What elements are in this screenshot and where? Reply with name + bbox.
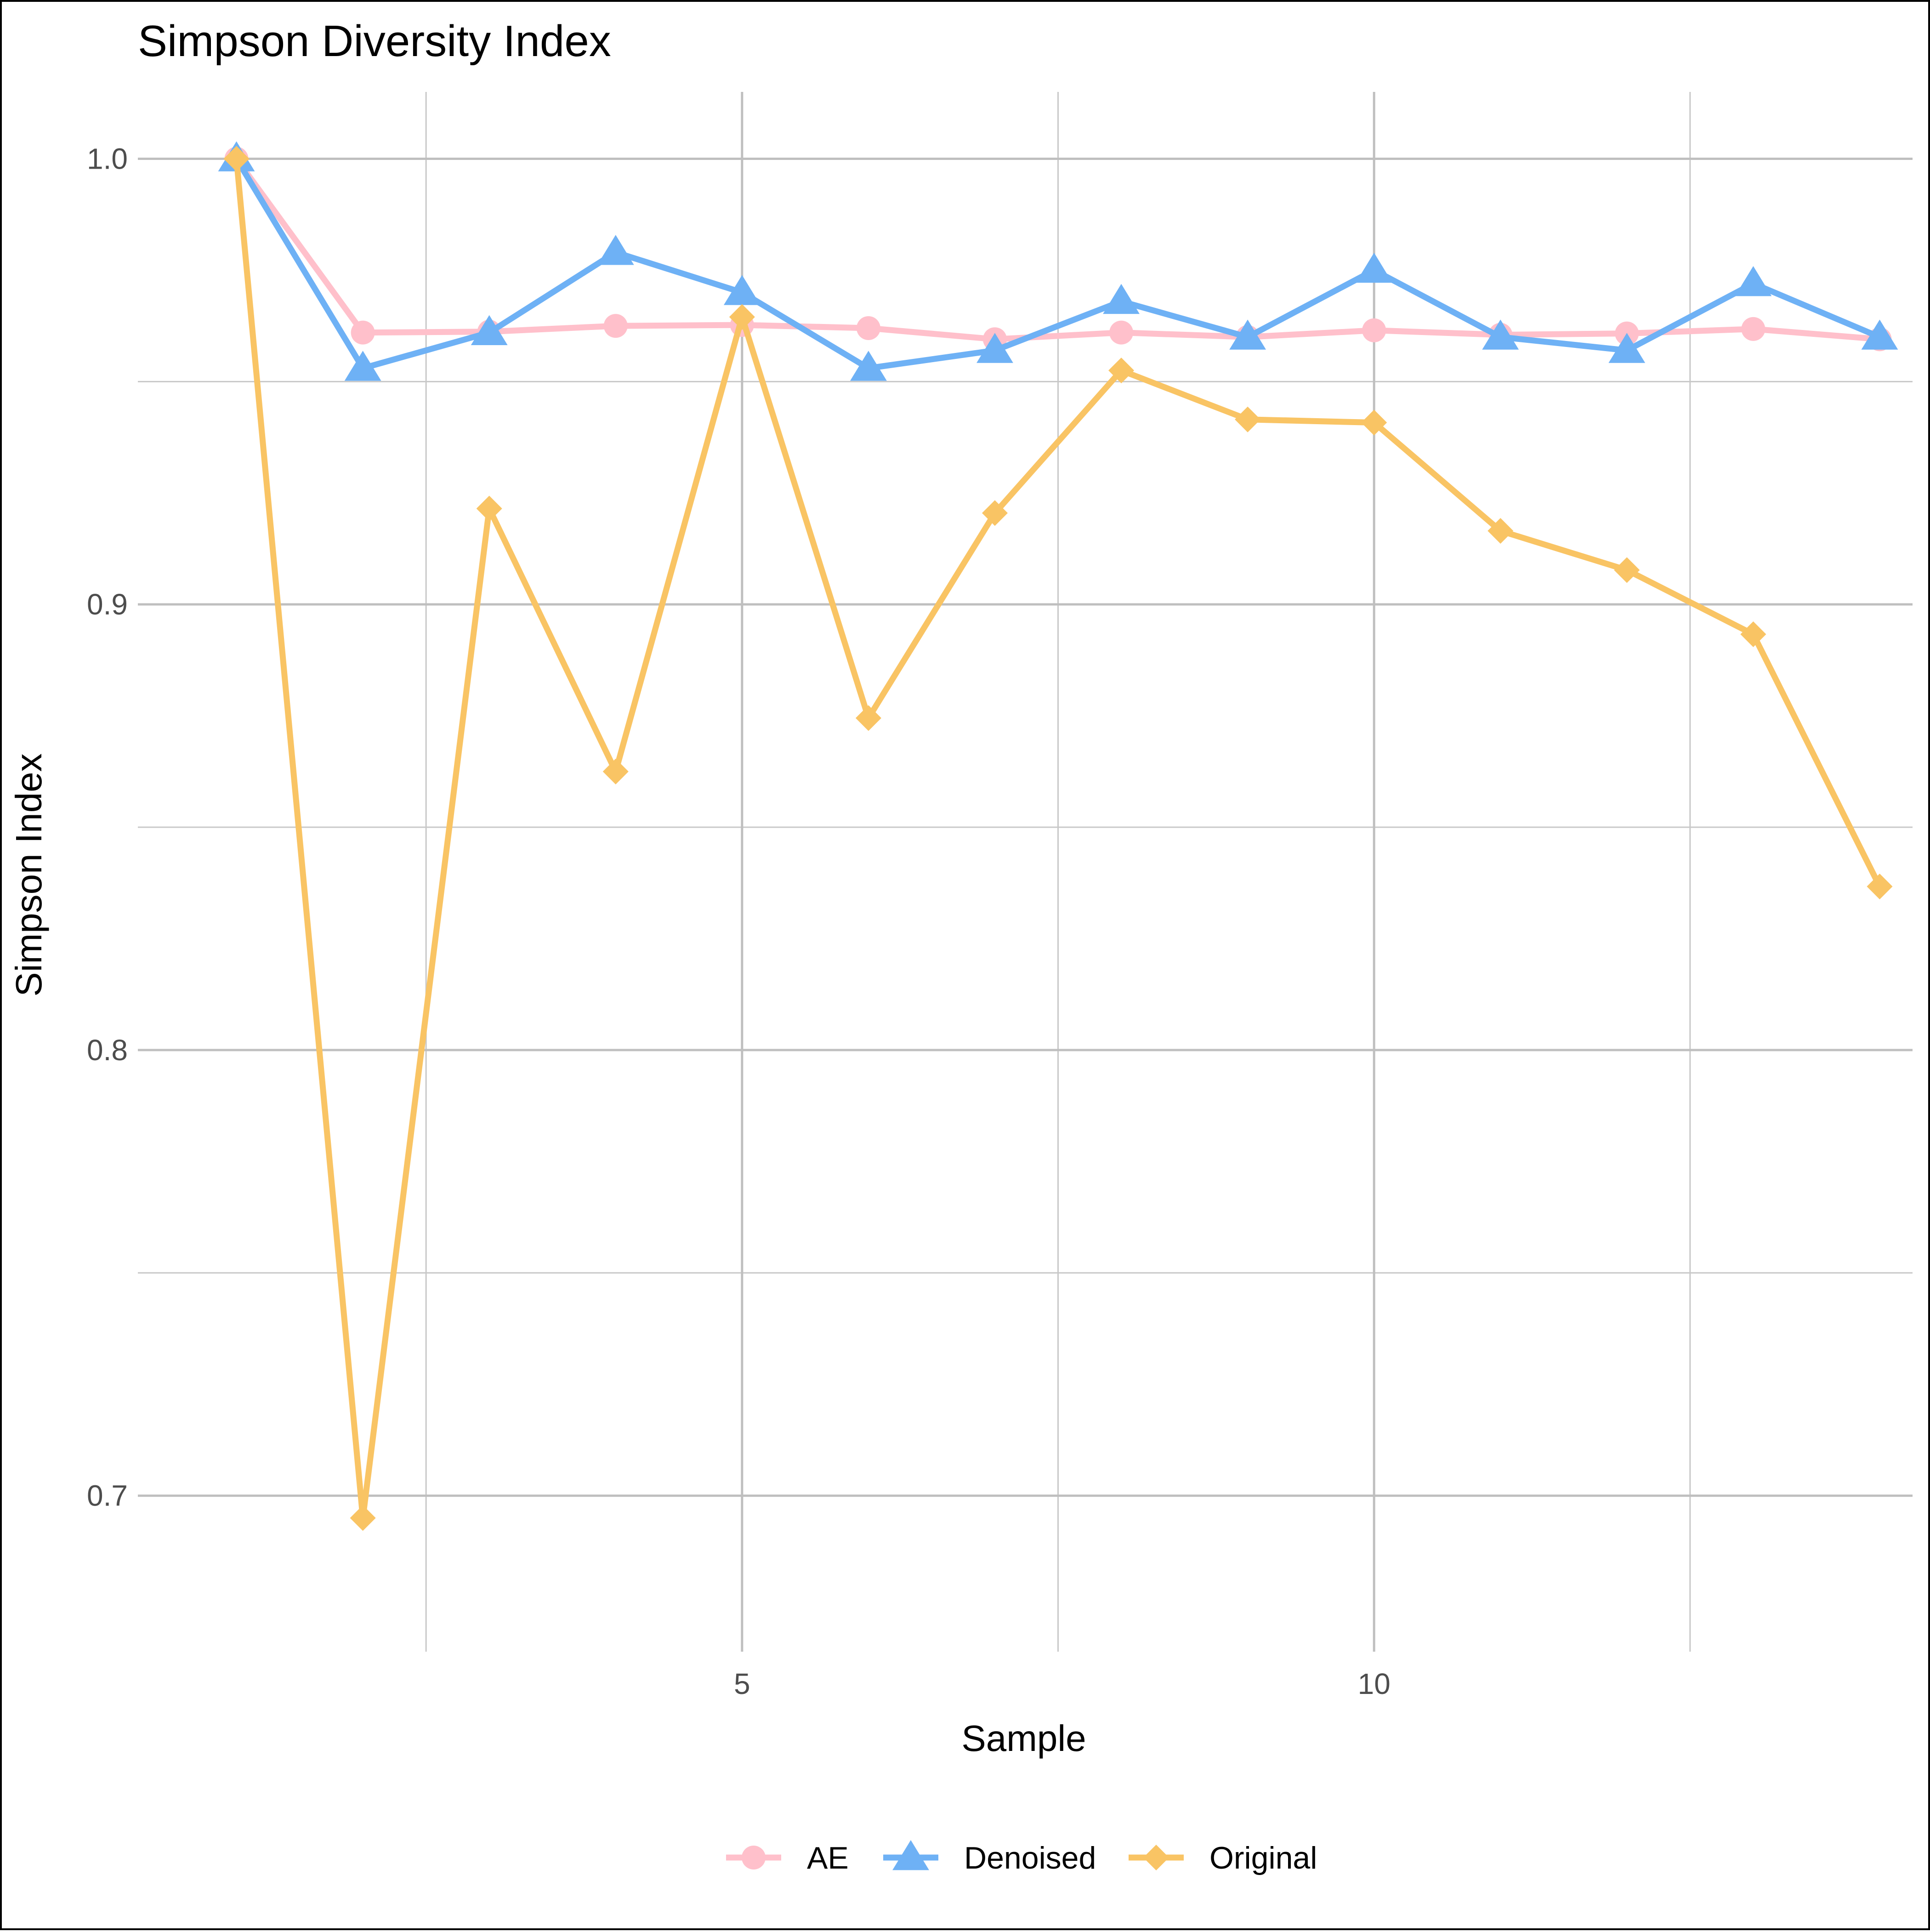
data-point-denoised [976, 333, 1013, 363]
series-denoised [218, 141, 1898, 381]
data-point-denoised [1608, 333, 1646, 363]
x-axis-ticks: 5 10 [734, 1667, 1391, 1700]
data-point-original [350, 1505, 376, 1531]
chart-title: Simpson Diversity Index [138, 17, 611, 66]
data-point-denoised [1735, 266, 1772, 296]
data-point-denoised [1229, 319, 1266, 350]
grid [138, 92, 1913, 1652]
legend-item-denoised: Denoised [883, 1840, 1096, 1875]
data-point-ae [1741, 317, 1765, 341]
y-tick-label: 1.0 [87, 142, 128, 175]
data-point-original [1235, 406, 1261, 432]
legend-label-denoised: Denoised [964, 1841, 1096, 1875]
data-point-original [982, 500, 1008, 526]
data-point-denoised [1356, 252, 1393, 283]
data-point-original [223, 146, 250, 172]
y-tick-label: 0.7 [87, 1479, 128, 1512]
y-tick-label: 0.9 [87, 588, 128, 621]
data-point-ae [856, 316, 880, 340]
data-point-denoised [1861, 319, 1898, 350]
legend-label-ae: AE [807, 1841, 849, 1875]
legend-item-original: Original [1129, 1841, 1317, 1875]
data-point-original [602, 758, 629, 784]
data-point-denoised [1482, 319, 1519, 350]
x-tick-label: 5 [734, 1667, 750, 1700]
data-point-original [476, 495, 502, 522]
x-axis-title: Sample [961, 1718, 1086, 1759]
data-point-ae [1109, 320, 1134, 345]
legend-item-ae: AE [726, 1841, 849, 1875]
series-line-denoised [233, 155, 1883, 371]
data-point-denoised [344, 351, 381, 381]
data-point-original [1108, 358, 1135, 384]
series-line-original [233, 155, 1883, 1521]
data-point-original [729, 304, 755, 330]
legend-label-original: Original [1209, 1841, 1317, 1875]
legend: AE Denoised Original [726, 1840, 1317, 1875]
series-original [223, 146, 1893, 1531]
x-tick-label: 10 [1358, 1667, 1391, 1700]
legend-key-diamond-icon [1143, 1845, 1169, 1870]
legend-key-circle-icon [742, 1846, 766, 1869]
data-point-ae [351, 320, 375, 345]
data-point-original [1614, 557, 1640, 583]
data-point-denoised [723, 275, 761, 305]
series-layer [218, 141, 1898, 1531]
y-axis-ticks: 0.7 0.8 0.9 1.0 [87, 142, 128, 1512]
data-point-original [855, 705, 881, 731]
data-point-ae [1362, 318, 1386, 342]
y-axis-title: Simpson Index [8, 753, 49, 996]
data-point-denoised [597, 235, 634, 265]
data-point-original [1487, 518, 1514, 544]
data-point-ae [603, 314, 628, 338]
legend-key-triangle-icon [892, 1840, 929, 1870]
data-point-original [1361, 409, 1387, 436]
data-point-original [1740, 621, 1766, 648]
data-point-denoised [850, 351, 887, 381]
y-tick-label: 0.8 [87, 1034, 128, 1067]
data-point-denoised [471, 315, 508, 346]
series-line-ae [233, 155, 1883, 342]
data-point-original [1867, 874, 1893, 900]
data-point-denoised [1103, 284, 1140, 314]
